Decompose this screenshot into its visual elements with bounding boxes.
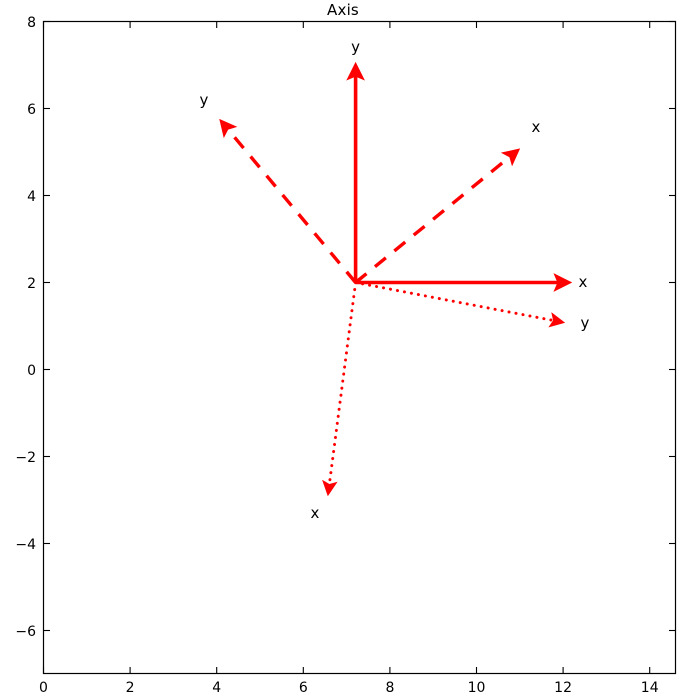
y-tick-label: 6: [27, 102, 36, 118]
y-tick-label: −6: [15, 624, 36, 640]
dashed-frame-y-label: y: [200, 91, 209, 109]
dashed-frame-x-arrow: [354, 148, 521, 284]
dotted-frame-x-label: x: [311, 504, 320, 522]
y-tick-labels: 8 6 4 2 0 −2 −4 −6: [15, 15, 36, 640]
y-tick-label: 2: [27, 276, 36, 292]
x-tick-label: 14: [641, 680, 659, 696]
y-tick-label: 0: [27, 363, 36, 379]
x-tick-label: 10: [468, 680, 486, 696]
dashed-frame-x-label: x: [532, 118, 541, 136]
page-title: Axis: [327, 1, 359, 19]
x-tick-label: 6: [299, 680, 308, 696]
dotted-frame: [322, 281, 566, 497]
solid-frame: [346, 61, 573, 292]
dotted-frame-y-arrow: [354, 281, 566, 328]
x-tick-label: 8: [385, 680, 394, 696]
dotted-frame-x-arrow: [322, 281, 358, 497]
y-tick-label: 4: [27, 189, 36, 205]
y-tick-label: −4: [15, 537, 36, 553]
y-tick-label: 8: [27, 15, 36, 31]
x-tick-label: 2: [126, 680, 135, 696]
y-tick-label: −2: [15, 450, 36, 466]
dotted-frame-y-label: y: [581, 314, 590, 332]
x-tick-label: 4: [212, 680, 221, 696]
dashed-frame-y-arrow: [219, 118, 357, 284]
x-axis-ticks: [42, 21, 651, 674]
x-tick-label: 0: [39, 680, 48, 696]
y-axis-ticks: [43, 20, 676, 632]
x-tick-label: 12: [554, 680, 572, 696]
dashed-frame: [219, 118, 521, 284]
solid-frame-y-label: y: [351, 38, 360, 56]
axes-frame: [42, 20, 677, 675]
x-tick-labels: 0 2 4 6 8 10 12 14: [39, 680, 659, 696]
solid-frame-x-label: x: [579, 273, 588, 291]
